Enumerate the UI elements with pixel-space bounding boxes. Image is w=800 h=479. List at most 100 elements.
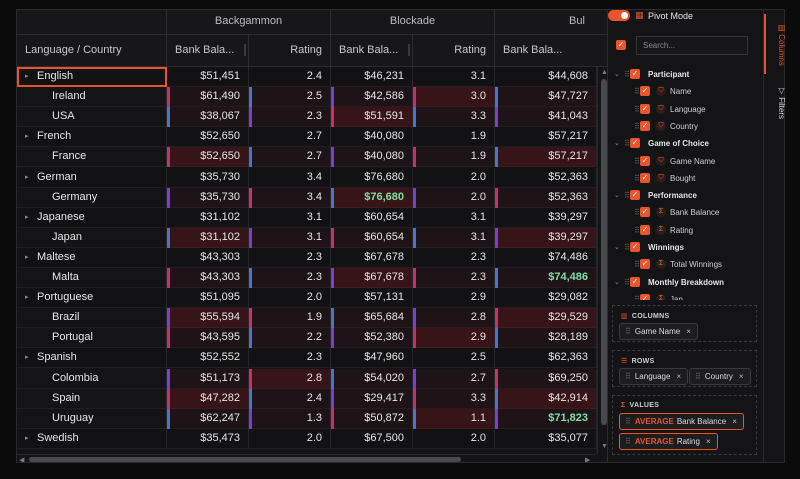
value-cell[interactable]: 2.5 [249,87,331,108]
row-group-cell[interactable]: France [17,147,167,168]
drag-handle-icon[interactable]: ⠿ [695,372,701,381]
column-item[interactable]: ⠿ ✓ ⛉ Country [608,118,763,135]
value-cell[interactable]: $57,131 [331,288,413,309]
value-cell[interactable]: 2.3 [249,348,331,369]
value-cell[interactable]: 2.9 [413,288,495,309]
row-group-cell[interactable]: ▸ Spanish [17,348,167,369]
value-cell[interactable]: $60,654 [331,227,413,248]
value-cell[interactable]: $52,363 [495,167,597,188]
column-header-rating[interactable]: Rating [413,35,495,67]
scroll-left-icon[interactable]: ◀ [19,457,25,463]
value-cell[interactable]: 3.3 [413,388,495,409]
value-cell[interactable]: $76,680 [331,167,413,188]
drag-handle-icon[interactable]: ⠿ [634,225,640,235]
group-row[interactable]: ▸ Spanish $52,552 2.3 $47,960 2.5 $62,363 [17,348,597,369]
group-row[interactable]: ▸ Maltese $43,303 2.3 $67,678 2.3 $74,486 [17,247,597,268]
value-cell[interactable]: $47,727 [495,87,597,108]
value-cell[interactable]: 2.8 [249,368,331,389]
value-cell[interactable]: 2.0 [413,428,495,449]
value-cell[interactable]: 3.4 [249,167,331,188]
value-cell[interactable]: $67,500 [331,428,413,449]
expand-icon[interactable]: ▸ [25,354,29,362]
row-group-cell[interactable]: ▸ English [17,67,167,87]
row-pill-country[interactable]: ⠿ Country × [689,368,751,385]
value-cell[interactable]: $74,486 [495,247,597,268]
value-cell[interactable]: $52,552 [167,348,249,369]
expand-icon[interactable]: ▸ [25,73,29,80]
remove-icon[interactable]: × [732,417,737,426]
scroll-up-icon[interactable]: ▲ [601,69,608,76]
chevron-down-icon[interactable]: ⌄ [614,140,620,148]
row-group-cell[interactable]: Malta [17,268,167,288]
column-group-item[interactable]: ⌄ ⠿ ✓ Participant [608,66,763,83]
row-group-cell[interactable]: ▸ French [17,127,167,148]
table-row[interactable]: Portugal $43,595 2.2 $52,380 2.9 $28,189 [17,328,597,349]
row-group-cell[interactable]: ▸ German [17,167,167,188]
group-row[interactable]: ▸ Swedish $35,473 2.0 $67,500 2.0 $35,077 [17,428,597,449]
value-cell[interactable]: 1.1 [413,408,495,429]
group-row[interactable]: ▸ German $35,730 3.4 $76,680 2.0 $52,363 [17,167,597,188]
value-cell[interactable]: $51,451 [167,67,249,87]
value-cell[interactable]: $57,217 [495,147,597,168]
tab-columns[interactable]: ▥ Columns [764,14,786,74]
column-checkbox[interactable]: ✓ [640,293,650,300]
value-cell[interactable]: $52,650 [167,127,249,148]
value-cell[interactable]: 2.3 [249,107,331,128]
value-cell[interactable]: 2.4 [249,67,331,87]
scroll-down-icon[interactable]: ▼ [601,443,608,450]
value-cell[interactable]: 3.4 [249,187,331,208]
drag-handle-icon[interactable]: ⠿ [634,87,640,97]
value-cell[interactable]: 3.1 [249,227,331,248]
value-cell[interactable]: $31,102 [167,227,249,248]
vertical-scrollbar[interactable]: ▲ ▼ [597,67,608,454]
value-cell[interactable]: $43,303 [167,268,249,288]
value-cell[interactable]: $52,380 [331,328,413,349]
value-cell[interactable]: $46,231 [331,67,413,87]
drag-handle-icon[interactable]: ⠿ [624,70,630,79]
value-cell[interactable]: $29,082 [495,288,597,309]
column-checkbox[interactable]: ✓ [630,190,640,201]
values-drop-zone[interactable]: Σ VALUES ⠿ AVERAGE Bank Balance × ⠿ AVERAGE Ra… [612,395,757,455]
drag-handle-icon[interactable]: ⠿ [634,173,640,183]
group-row[interactable]: ▸ English $51,451 2.4 $46,231 3.1 $44,608 [17,67,597,87]
column-pill-game-name[interactable]: ⠿ Game Name × [619,323,698,340]
aggregation-label[interactable]: AVERAGE [634,437,674,446]
value-cell[interactable]: 2.7 [249,147,331,168]
column-item[interactable]: ⠿ ✓ Σ Bank Balance [608,204,763,221]
value-cell[interactable]: $35,473 [167,428,249,449]
column-item[interactable]: ⠿ ✓ ⛉ Name [608,83,763,100]
column-header-bank-balance[interactable]: Bank Bala... [331,35,413,67]
drag-handle-icon[interactable]: ⠿ [625,372,631,381]
expand-icon[interactable]: ▸ [25,173,29,181]
value-cell[interactable]: $62,363 [495,348,597,369]
horizontal-scroll-thumb[interactable] [29,457,461,462]
row-group-cell[interactable]: ▸ Japanese [17,207,167,228]
group-header-backgammon[interactable]: Backgammon [167,10,331,35]
table-row[interactable]: Colombia $51,173 2.8 $54,020 2.7 $69,250 [17,368,597,389]
expand-icon[interactable]: ▸ [25,294,29,302]
value-cell[interactable]: $51,591 [331,107,413,128]
row-group-cell[interactable]: ▸ Portuguese [17,288,167,309]
value-cell[interactable]: $29,529 [495,308,597,329]
column-checkbox[interactable]: ✓ [640,120,650,131]
table-row[interactable]: Brazil $55,594 1.9 $65,684 2.8 $29,529 [17,308,597,329]
value-cell[interactable]: $52,650 [167,147,249,168]
value-cell[interactable]: $39,297 [495,207,597,228]
drag-handle-icon[interactable]: ⠿ [634,260,640,270]
column-item[interactable]: ⠿ ✓ ⛉ Language [608,101,763,118]
value-cell[interactable]: 2.3 [249,268,331,288]
value-cell[interactable]: 1.9 [249,308,331,329]
column-checkbox[interactable]: ✓ [640,207,650,218]
value-cell[interactable]: $42,586 [331,87,413,108]
value-cell[interactable]: $41,043 [495,107,597,128]
value-cell[interactable]: $35,077 [495,428,597,449]
row-pill-language[interactable]: ⠿ Language × [619,368,689,385]
group-row[interactable]: ▸ Portuguese $51,095 2.0 $57,131 2.9 $29,082 [17,288,597,309]
select-all-checkbox[interactable]: ✓ [616,40,626,50]
table-row[interactable]: Spain $47,282 2.4 $29,417 3.3 $42,914 [17,388,597,409]
value-cell[interactable]: 2.5 [413,348,495,369]
toggle-switch[interactable] [608,10,630,21]
column-item[interactable]: ⠿ ✓ ⛉ Bought [608,170,763,187]
value-pill-rating[interactable]: ⠿ AVERAGE Rating × [619,433,718,450]
table-row[interactable]: Japan $31,102 3.1 $60,654 3.1 $39,297 [17,227,597,248]
